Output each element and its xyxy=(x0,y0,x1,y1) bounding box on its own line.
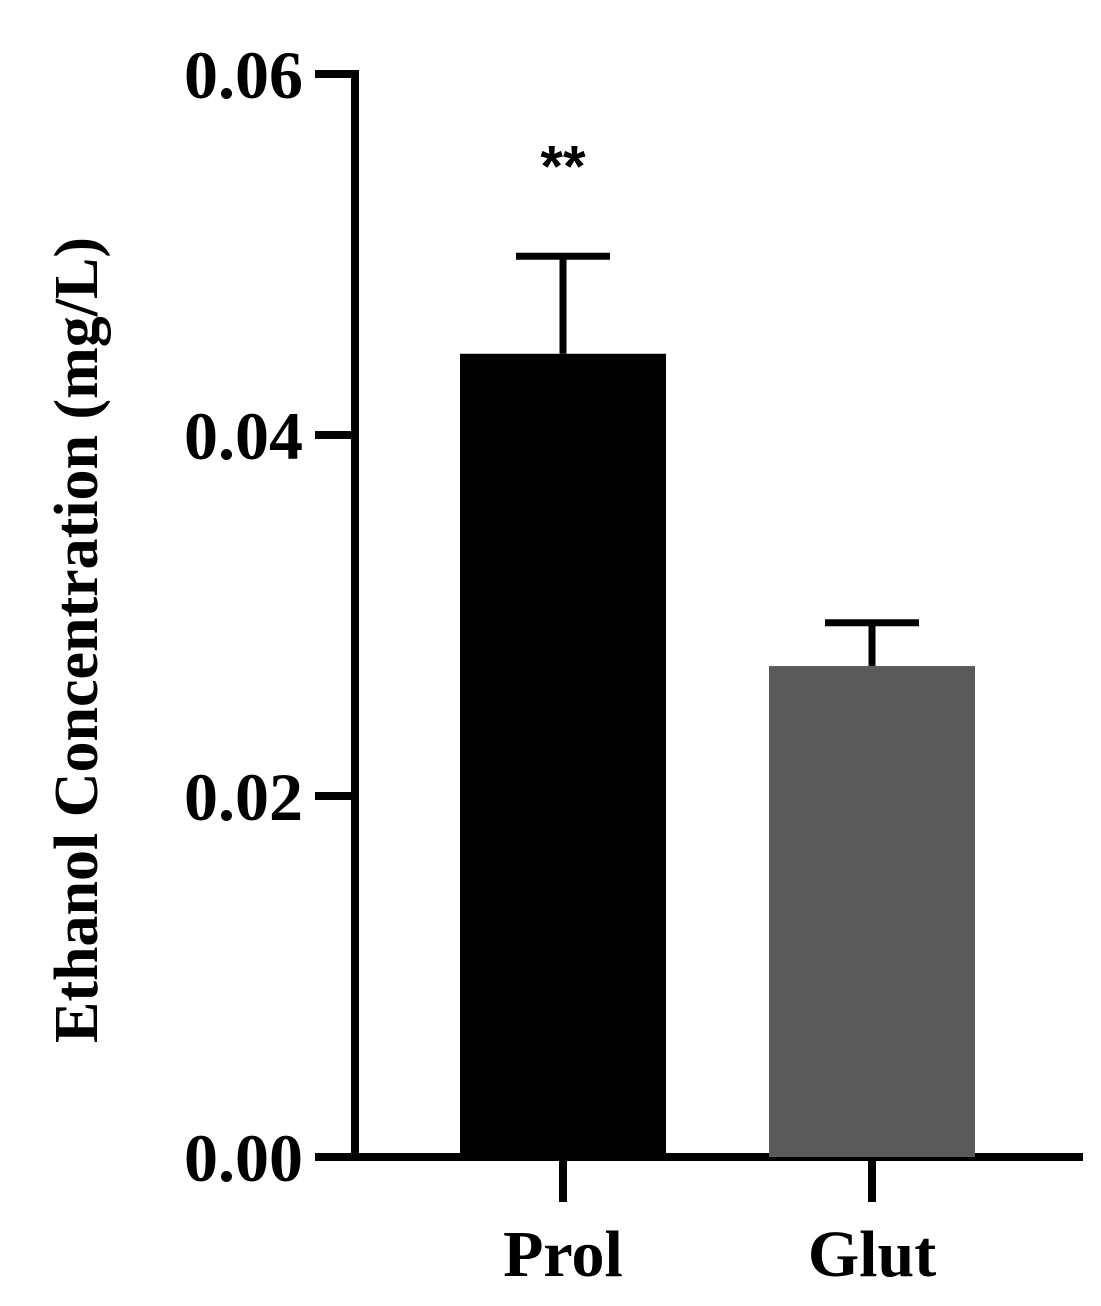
x-tick-label: Glut xyxy=(808,1218,936,1291)
x-axis: Prol Glut xyxy=(315,1153,1083,1291)
y-tick-label: 0.04 xyxy=(184,398,303,474)
y-tick-label: 0.00 xyxy=(184,1120,303,1196)
y-tick-label: 0.06 xyxy=(184,37,303,113)
significance-marker: ** xyxy=(540,134,586,199)
y-axis: 0.00 0.02 0.04 0.06 xyxy=(184,37,359,1196)
y-tick-label: 0.02 xyxy=(184,759,303,835)
bars: ** xyxy=(460,134,975,1157)
bar-glut xyxy=(769,666,975,1157)
x-tick-label: Prol xyxy=(503,1218,623,1291)
bar-prol xyxy=(460,353,666,1157)
y-axis-title: Ethanol Concentration (mg/L) xyxy=(43,237,111,1043)
